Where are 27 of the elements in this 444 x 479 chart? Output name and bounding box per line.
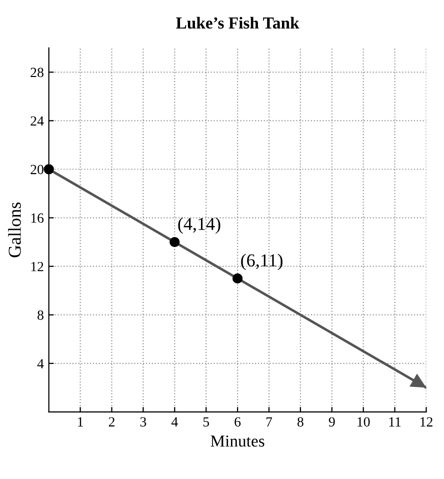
annotation: (6,11) — [241, 254, 282, 270]
y-axis-title: Gallons — [8, 202, 21, 258]
x-tick-label: 1 — [78, 417, 83, 426]
x-tick-label: 7 — [266, 417, 272, 426]
x-tick-label: 9 — [328, 417, 335, 427]
x-tick-label: 3 — [140, 417, 146, 427]
point — [232, 273, 243, 284]
chart-title: Luke’s Fish Tank — [176, 16, 300, 29]
x-tick-label: 2 — [108, 417, 114, 426]
y-tick-label: 16 — [31, 213, 44, 223]
y-tick-label: 12 — [31, 262, 44, 272]
x-tick-label: 11 — [389, 417, 401, 426]
x-tick-label: 5 — [203, 417, 210, 427]
x-tick-label: 6 — [234, 417, 241, 427]
point — [44, 164, 54, 174]
x-tick-label: 8 — [297, 417, 304, 427]
y-tick-label: 4 — [37, 359, 44, 368]
y-tick-label: 28 — [30, 68, 44, 78]
y-tick-label: 8 — [38, 310, 44, 320]
annotation: (4,14) — [178, 217, 220, 234]
x-tick-label: 10 — [358, 417, 370, 427]
x-axis-title: Minutes — [210, 435, 264, 447]
y-tick-label: 20 — [30, 164, 44, 174]
point — [170, 236, 180, 248]
x-tick-label: 4 — [171, 417, 178, 426]
x-tick-label: 12 — [420, 417, 432, 426]
y-tick-label: 24 — [30, 116, 44, 126]
